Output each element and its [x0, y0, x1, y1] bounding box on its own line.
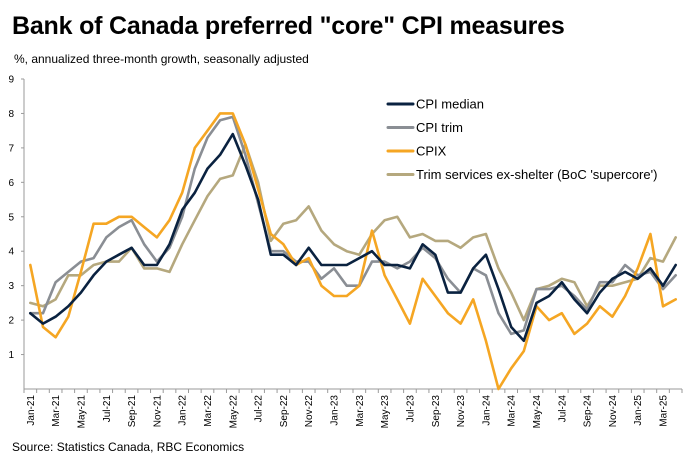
- x-tick-label: Sep-22: [279, 395, 290, 428]
- x-tick-label: May-24: [532, 395, 543, 429]
- x-tick-label: Sep-23: [431, 395, 442, 428]
- y-tick-label: 2: [8, 316, 14, 327]
- chart-source: Source: Statistics Canada, RBC Economics: [12, 440, 245, 454]
- x-tick-label: Mar-24: [507, 395, 518, 427]
- x-tick-label: Mar-22: [203, 395, 214, 427]
- x-tick-label: Mar-25: [659, 395, 670, 427]
- y-tick-label: 9: [8, 75, 14, 86]
- x-tick-label: Jul-21: [102, 395, 113, 423]
- y-tick-label: 1: [8, 350, 14, 361]
- x-tick-label: Mar-21: [51, 395, 62, 427]
- legend-label-cpi-median: CPI median: [416, 97, 484, 112]
- x-tick-label: Nov-21: [152, 395, 163, 428]
- x-tick-label: Jan-22: [178, 395, 189, 426]
- x-tick-label: Jan-23: [330, 395, 341, 426]
- x-tick-label: Mar-23: [355, 395, 366, 427]
- x-tick-label: Sep-21: [127, 395, 138, 428]
- legend-label-trim-services-ex-shelter-boc-supercore: Trim services ex-shelter (BoC 'supercore…: [416, 167, 657, 182]
- y-tick-label: 3: [8, 281, 14, 292]
- x-tick-label: May-22: [228, 395, 239, 429]
- x-tick-label: Jan-24: [481, 395, 492, 426]
- x-tick-label: Nov-22: [304, 395, 315, 428]
- x-tick-label: Jul-23: [405, 395, 416, 423]
- y-tick-label: 6: [8, 178, 14, 189]
- x-tick-label: Nov-23: [456, 395, 467, 428]
- x-tick-label: Jan-25: [633, 395, 644, 426]
- chart-title: Bank of Canada preferred "core" CPI meas…: [12, 12, 565, 40]
- x-tick-label: Nov-24: [608, 395, 619, 428]
- legend-label-cpix: CPIX: [416, 144, 447, 159]
- x-tick-label: May-21: [76, 395, 87, 429]
- series-line-cpi-median: [28, 132, 678, 343]
- y-tick-label: 7: [8, 143, 14, 154]
- y-tick-label: 5: [8, 212, 14, 223]
- y-tick-label: 4: [8, 247, 14, 258]
- series-line-cpix: [28, 112, 678, 391]
- series-line-cpi-trim: [28, 115, 678, 336]
- chart-subtitle: %, annualized three-month growth, season…: [14, 52, 309, 66]
- x-tick-label: Sep-24: [583, 395, 594, 428]
- x-tick-label: May-23: [380, 395, 391, 429]
- x-tick-label: Jul-24: [557, 395, 568, 423]
- x-tick-label: Jul-22: [254, 395, 265, 423]
- legend-label-cpi-trim: CPI trim: [416, 120, 463, 135]
- x-tick-label: Jan-21: [26, 395, 37, 426]
- y-tick-label: 8: [8, 109, 14, 120]
